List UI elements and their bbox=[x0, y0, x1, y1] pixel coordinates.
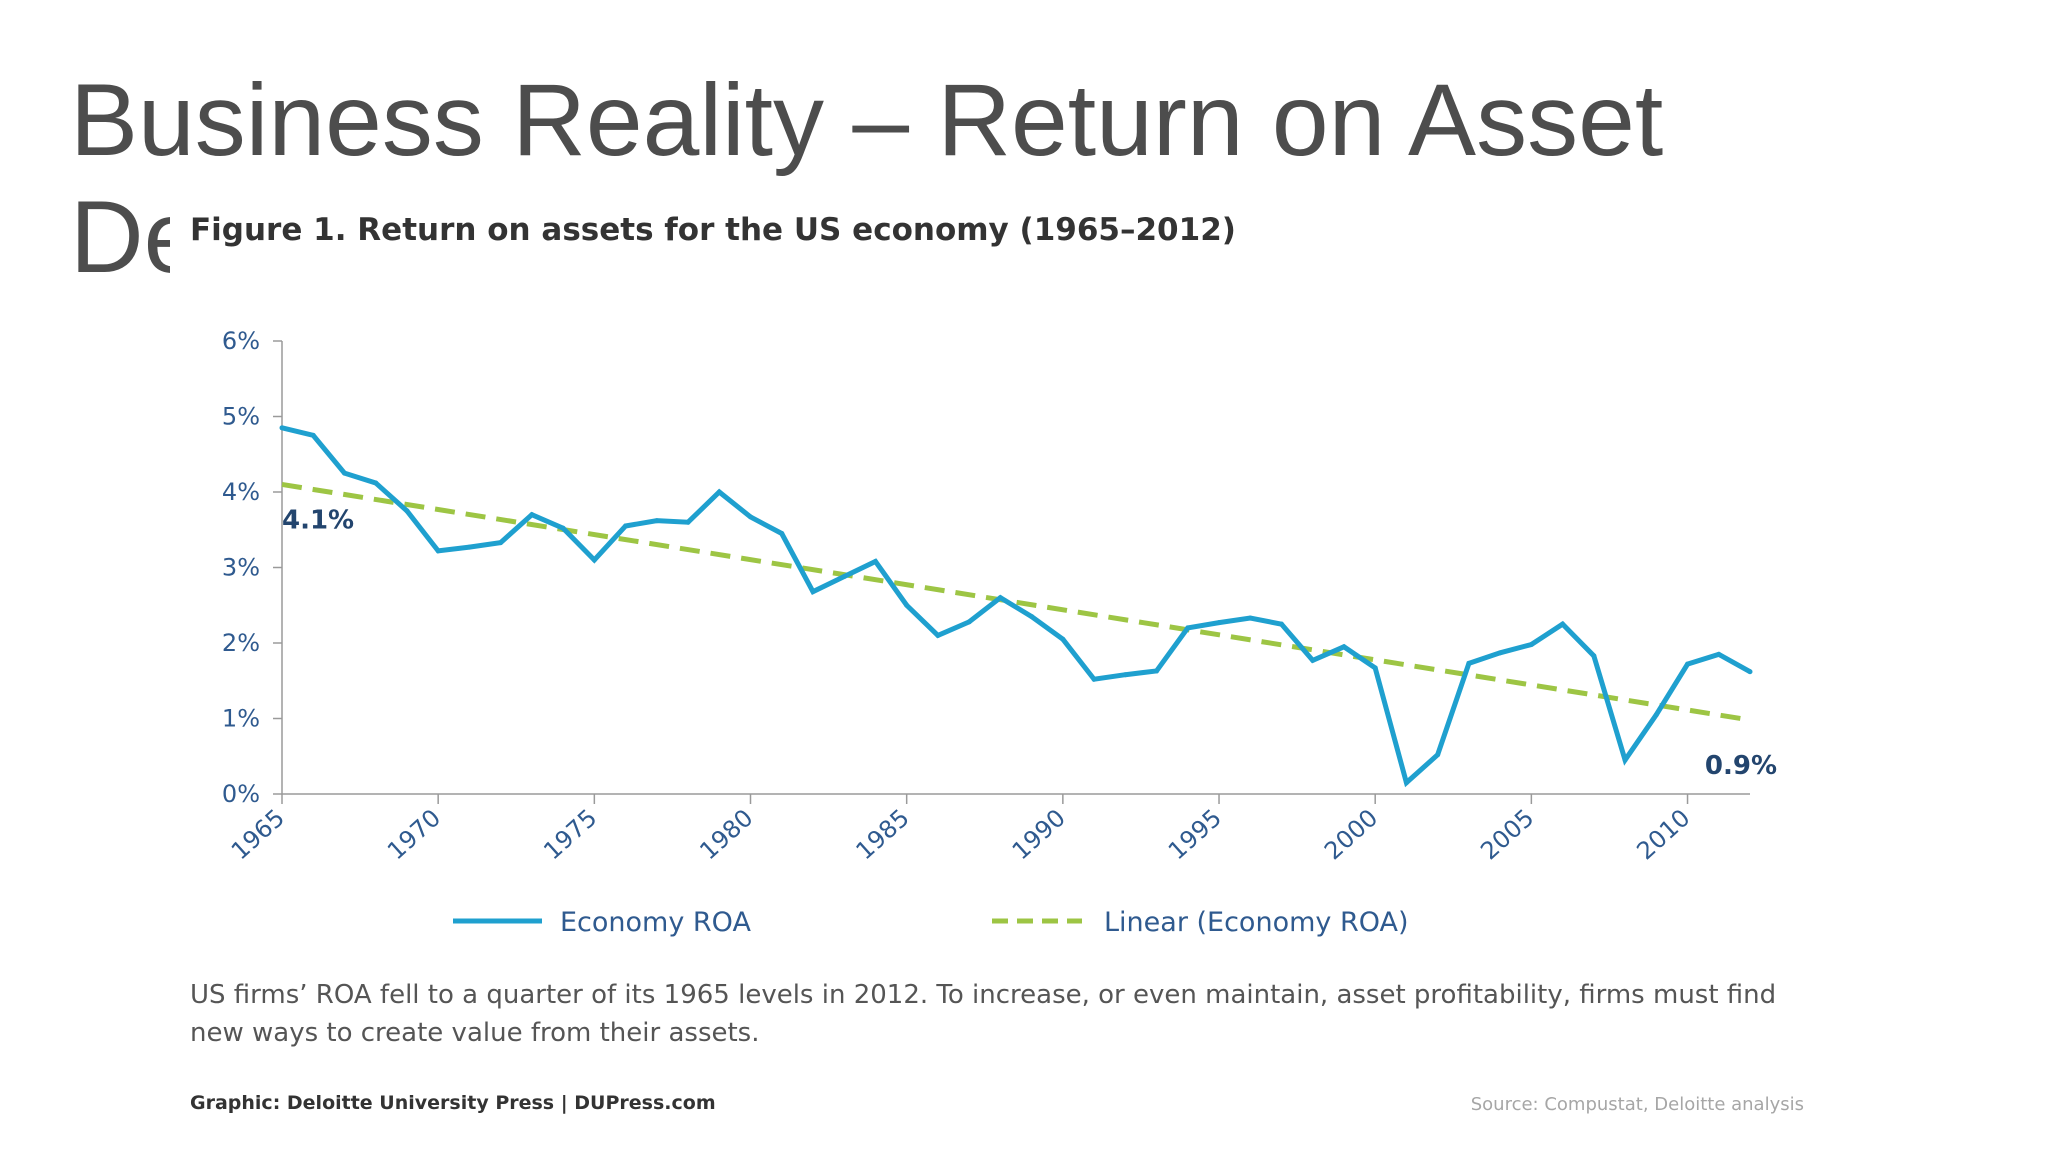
roa-data-point bbox=[1497, 650, 1503, 656]
roa-series-line bbox=[281, 425, 1752, 788]
roa-data-point bbox=[1653, 712, 1659, 718]
x-tick-label: 2005 bbox=[1475, 804, 1539, 866]
roa-data-point bbox=[654, 518, 660, 524]
roa-data-point bbox=[279, 425, 285, 431]
roa-data-point bbox=[997, 595, 1003, 601]
roa-data-point bbox=[1435, 752, 1441, 758]
figure-caption: US firms’ ROA fell to a quarter of its 1… bbox=[190, 980, 1777, 1048]
roa-data-point bbox=[1622, 757, 1628, 763]
roa-data-point bbox=[1310, 657, 1316, 663]
roa-data-point bbox=[1372, 665, 1378, 671]
roa-data-point bbox=[1216, 620, 1222, 626]
roa-data-point bbox=[560, 525, 566, 531]
source-note: Source: Compustat, Deloitte analysis bbox=[1470, 1094, 1804, 1115]
roa-data-point bbox=[1091, 676, 1097, 682]
x-tick-label: 2000 bbox=[1319, 804, 1383, 866]
figure-panel: Figure 1. Return on assets for the US ec… bbox=[170, 196, 1840, 1152]
roa-data-point bbox=[935, 632, 941, 638]
legend-trend-label: Linear (Economy ROA) bbox=[1104, 907, 1409, 938]
x-tick-label: 1990 bbox=[1007, 804, 1071, 866]
roa-data-point bbox=[529, 512, 535, 518]
graphic-credit: Graphic: Deloitte University Press | DUP… bbox=[190, 1092, 716, 1114]
roa-data-point bbox=[1278, 621, 1284, 627]
end-value-label: 0.9% bbox=[1705, 751, 1777, 781]
trend-line bbox=[281, 481, 1751, 723]
roa-data-point bbox=[373, 480, 379, 486]
roa-data-point bbox=[1122, 672, 1128, 678]
roa-data-point bbox=[841, 574, 847, 580]
roa-data-point bbox=[1154, 668, 1160, 674]
x-tick-label: 1980 bbox=[694, 804, 758, 866]
roa-data-point bbox=[466, 544, 472, 550]
y-tick-label: 1% bbox=[222, 705, 260, 733]
x-tick-label: 1975 bbox=[538, 804, 602, 866]
roa-chart: 0% 1% 2% 3% 4% 5% 6% 1965 1970 1975 1980 1985 1990 19… bbox=[222, 327, 1777, 938]
roa-data-point bbox=[1247, 615, 1253, 621]
roa-data-point bbox=[1403, 780, 1409, 786]
series-layer bbox=[279, 425, 1753, 788]
axes: 0% 1% 2% 3% 4% 5% 6% 1965 1970 1975 1980 1985 1990 19… bbox=[222, 327, 1750, 865]
roa-data-point bbox=[1029, 614, 1035, 620]
roa-data-point bbox=[716, 489, 722, 495]
roa-data-point bbox=[748, 514, 754, 520]
legend-roa-label: Economy ROA bbox=[560, 907, 751, 938]
roa-data-point bbox=[1185, 625, 1191, 631]
start-value-label: 4.1% bbox=[282, 505, 354, 535]
roa-data-point bbox=[310, 432, 316, 438]
roa-data-point bbox=[1528, 642, 1534, 648]
y-tick-label: 5% bbox=[222, 403, 260, 431]
roa-data-point bbox=[1685, 661, 1691, 667]
roa-data-point bbox=[623, 523, 629, 529]
roa-data-point bbox=[341, 470, 347, 476]
figure-title: Figure 1. Return on assets for the US ec… bbox=[190, 212, 1236, 248]
legend: Economy ROA Linear (Economy ROA) bbox=[453, 907, 1409, 938]
y-tick-label: 4% bbox=[222, 478, 260, 506]
roa-data-point bbox=[591, 557, 597, 563]
roa-data-point bbox=[810, 589, 816, 595]
roa-data-point bbox=[404, 508, 410, 514]
roa-data-point bbox=[1747, 669, 1753, 675]
x-tick-label: 1995 bbox=[1163, 804, 1227, 866]
roa-data-point bbox=[966, 619, 972, 625]
y-tick-label: 0% bbox=[222, 780, 260, 808]
roa-data-point bbox=[685, 519, 691, 525]
y-tick-label: 6% bbox=[222, 327, 260, 355]
y-tick-label: 2% bbox=[222, 629, 260, 657]
y-tick-label: 3% bbox=[222, 554, 260, 582]
roa-data-point bbox=[1560, 621, 1566, 627]
x-tick-label: 2010 bbox=[1631, 804, 1695, 866]
roa-data-point bbox=[498, 540, 504, 546]
trend-layer bbox=[281, 481, 1751, 723]
roa-data-point bbox=[904, 602, 910, 608]
x-tick-label: 1965 bbox=[226, 804, 290, 866]
x-tick-label: 1985 bbox=[851, 804, 915, 866]
roa-data-point bbox=[435, 548, 441, 554]
roa-data-point bbox=[1591, 653, 1597, 659]
roa-data-point bbox=[1060, 636, 1066, 642]
roa-data-point bbox=[1466, 660, 1472, 666]
roa-data-point bbox=[872, 558, 878, 564]
x-tick-label: 1970 bbox=[382, 804, 446, 866]
labels-layer: 4.1% 0.9% bbox=[282, 505, 1777, 781]
roa-data-point bbox=[1716, 651, 1722, 657]
roa-data-point bbox=[779, 531, 785, 537]
roa-data-point bbox=[1341, 644, 1347, 650]
